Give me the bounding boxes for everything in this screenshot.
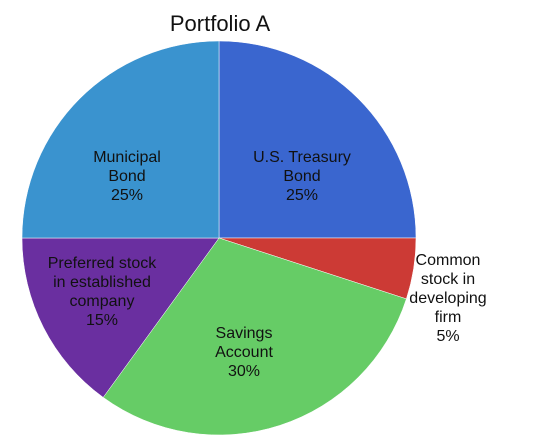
pie-slice: [21, 237, 220, 398]
chart-title: Portfolio A: [170, 11, 271, 36]
slice-label: Savings Account 30%: [215, 325, 273, 380]
slice-label: Municipal Bond 25%: [93, 149, 161, 204]
pie-slice: [102, 237, 407, 436]
slice-label: Preferred stock in established company 15%: [48, 255, 157, 329]
slice-label: U.S. Treasury Bond 25%: [253, 149, 351, 204]
slice-label: Common stock in developing firm 5%: [409, 252, 486, 345]
pie-slice: [21, 40, 220, 239]
pie-slice: [218, 40, 417, 239]
